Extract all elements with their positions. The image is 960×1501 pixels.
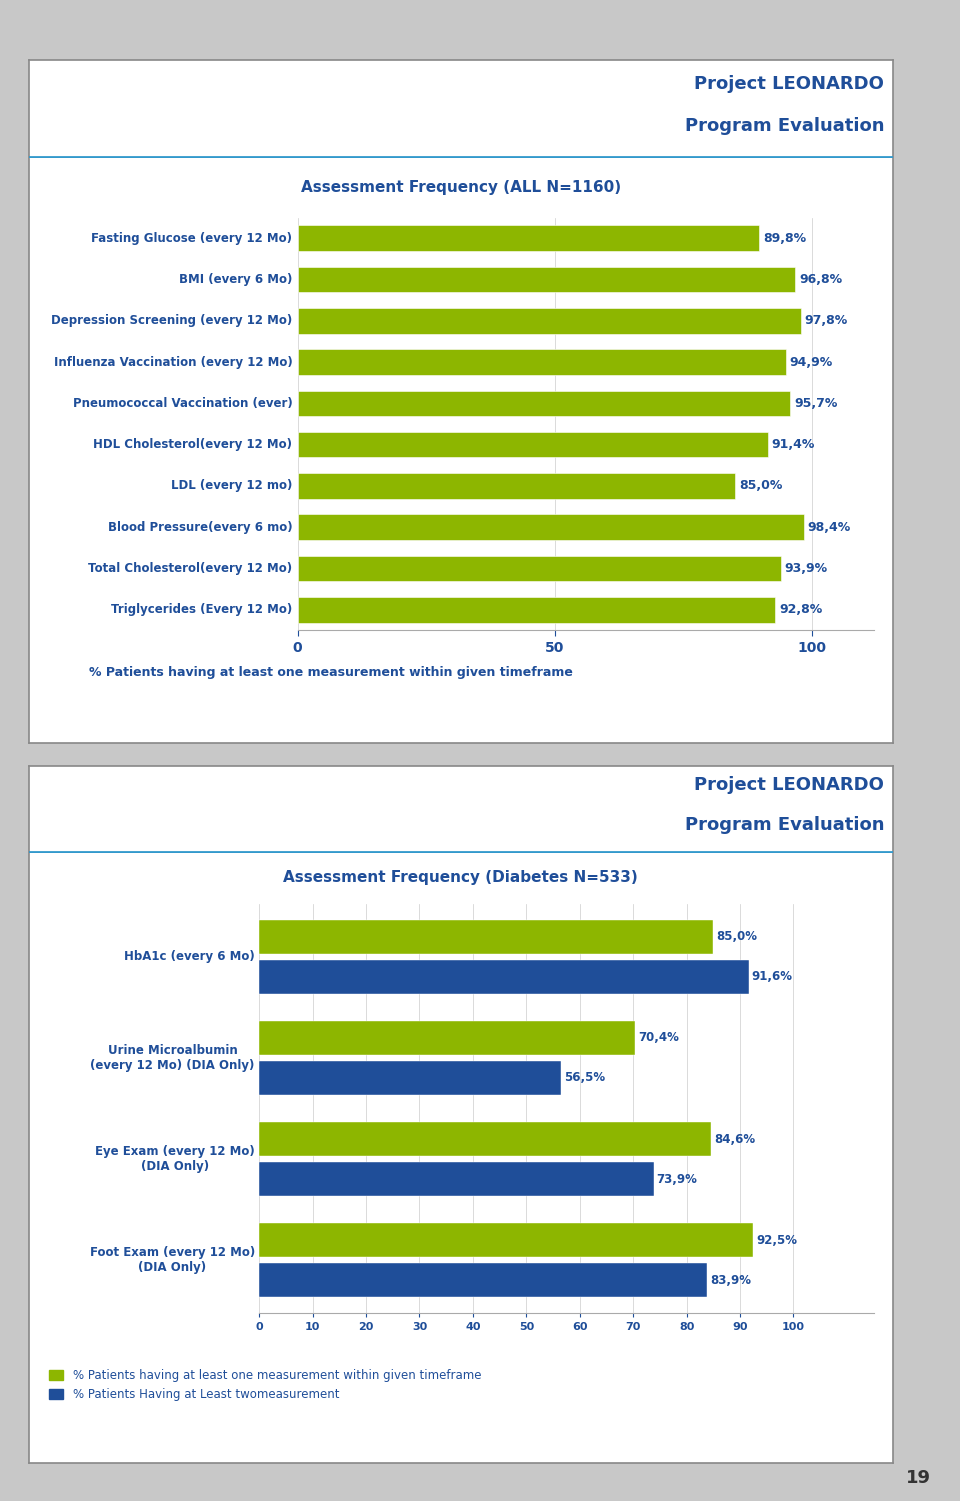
Text: Project LEONARDO: Project LEONARDO (694, 75, 884, 93)
Text: 96,8%: 96,8% (800, 273, 843, 287)
Text: Blood Pressure(every 6 mo): Blood Pressure(every 6 mo) (108, 521, 293, 534)
Bar (259, 1061, 561, 1094)
Text: 94,9%: 94,9% (790, 356, 833, 369)
Text: 91,4%: 91,4% (772, 438, 815, 452)
Text: Fasting Glucose (every 12 Mo): Fasting Glucose (every 12 Mo) (91, 231, 293, 245)
Bar (298, 555, 780, 581)
Text: Pneumococcal Vaccination (ever): Pneumococcal Vaccination (ever) (73, 396, 293, 410)
Text: Program Evaluation: Program Evaluation (684, 117, 884, 135)
Bar (259, 1223, 754, 1256)
Text: Urine Microalbumin
(every 12 Mo) (DIA Only): Urine Microalbumin (every 12 Mo) (DIA On… (90, 1045, 254, 1072)
Text: 93,9%: 93,9% (784, 561, 828, 575)
Text: 70,4%: 70,4% (638, 1031, 679, 1045)
Bar (259, 1021, 636, 1055)
Bar (298, 597, 775, 623)
Bar (298, 432, 768, 458)
Bar (298, 308, 801, 333)
Text: Program Evaluation: Program Evaluation (684, 817, 884, 835)
Bar (259, 1162, 654, 1196)
Bar (259, 1264, 708, 1297)
Text: Project LEONARDO: Project LEONARDO (694, 776, 884, 794)
Text: Assessment Frequency (Diabetes N=533): Assessment Frequency (Diabetes N=533) (283, 871, 638, 884)
Text: 92,5%: 92,5% (756, 1234, 797, 1247)
Text: LDL (every 12 mo): LDL (every 12 mo) (171, 479, 293, 492)
Text: Total Cholesterol(every 12 Mo): Total Cholesterol(every 12 Mo) (88, 561, 293, 575)
Bar (259, 1123, 711, 1156)
Text: Triglycerides (Every 12 Mo): Triglycerides (Every 12 Mo) (111, 603, 293, 617)
Text: Assessment Frequency (ALL N=1160): Assessment Frequency (ALL N=1160) (300, 180, 621, 195)
Text: 89,8%: 89,8% (763, 231, 806, 245)
Text: Influenza Vaccination (every 12 Mo): Influenza Vaccination (every 12 Mo) (54, 356, 293, 369)
Text: 92,8%: 92,8% (779, 603, 822, 617)
Text: 83,9%: 83,9% (710, 1273, 751, 1286)
Text: HbA1c (every 6 Mo): HbA1c (every 6 Mo) (124, 950, 254, 964)
Bar (298, 473, 734, 498)
Text: 19: 19 (906, 1469, 931, 1487)
Bar (298, 350, 785, 375)
Text: 56,5%: 56,5% (564, 1072, 605, 1084)
Text: 97,8%: 97,8% (804, 314, 848, 327)
Text: 98,4%: 98,4% (807, 521, 851, 534)
Text: % Patients having at least one measurement within given timeframe: % Patients having at least one measureme… (89, 665, 573, 678)
Bar (259, 961, 749, 994)
Text: 73,9%: 73,9% (657, 1172, 698, 1186)
Legend: % Patients having at least one measurement within given timeframe, % Patients Ha: % Patients having at least one measureme… (44, 1364, 486, 1405)
Bar (298, 267, 796, 293)
Bar (259, 920, 713, 953)
Bar (298, 515, 804, 540)
Text: Eye Exam (every 12 Mo)
(DIA Only): Eye Exam (every 12 Mo) (DIA Only) (95, 1145, 254, 1172)
Text: BMI (every 6 Mo): BMI (every 6 Mo) (180, 273, 293, 287)
Text: HDL Cholesterol(every 12 Mo): HDL Cholesterol(every 12 Mo) (93, 438, 293, 452)
Text: Depression Screening (every 12 Mo): Depression Screening (every 12 Mo) (51, 314, 293, 327)
Text: 85,0%: 85,0% (739, 479, 782, 492)
Text: 84,6%: 84,6% (714, 1133, 755, 1145)
Bar (298, 390, 790, 416)
Text: 91,6%: 91,6% (752, 970, 792, 983)
Bar (298, 225, 759, 251)
Text: 95,7%: 95,7% (794, 396, 837, 410)
Text: 85,0%: 85,0% (716, 931, 757, 944)
Text: Foot Exam (every 12 Mo)
(DIA Only): Foot Exam (every 12 Mo) (DIA Only) (89, 1246, 254, 1274)
